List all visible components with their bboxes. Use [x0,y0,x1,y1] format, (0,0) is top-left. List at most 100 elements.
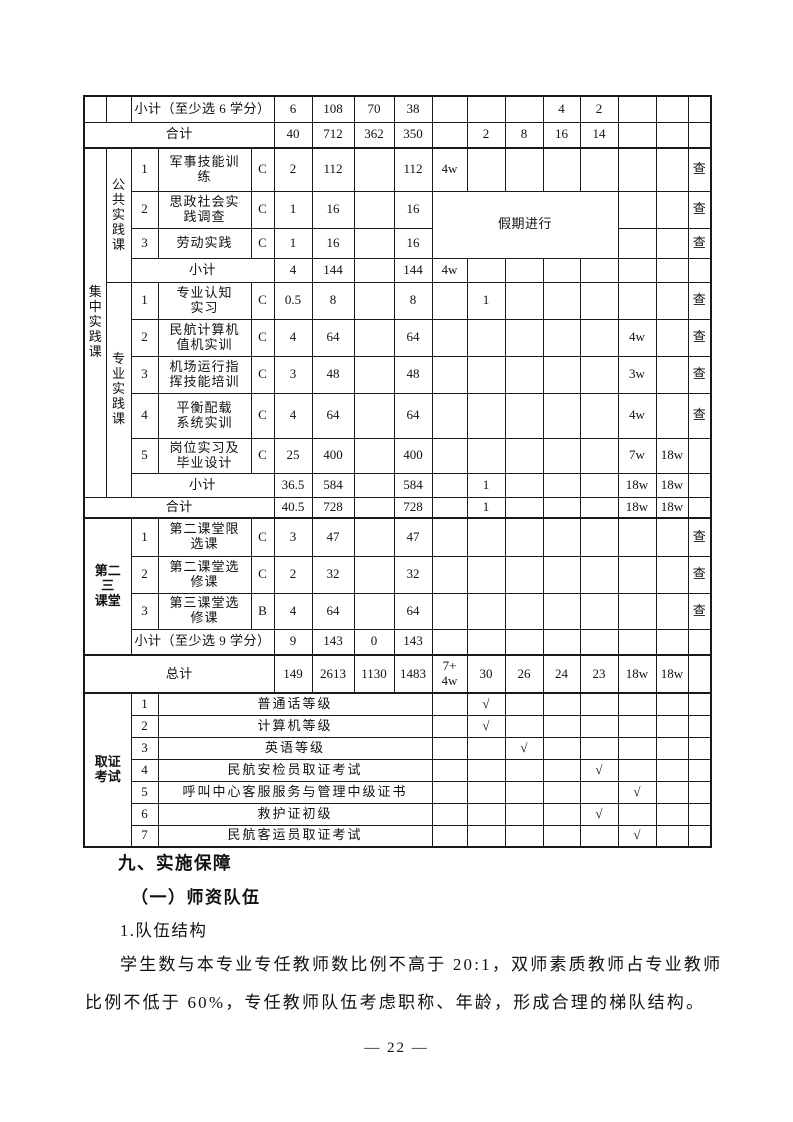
sem1-cell: 2 [466,121,506,149]
assess-type-cell: B [250,592,275,630]
view-link[interactable]: 查 [687,318,712,357]
table-cell [542,628,581,656]
hours-practice-cell: 48 [393,355,433,394]
view-link[interactable]: 查 [687,227,712,259]
view-link[interactable]: 查 [687,355,712,394]
cert-name: 民航客运员取证考试 [157,824,433,848]
table-cell [504,758,544,782]
check-mark: √ [579,758,619,782]
hours-practice-cell: 38 [393,95,433,123]
view-link[interactable]: 查 [687,281,712,320]
table-cell [579,392,619,439]
table-cell [579,736,619,760]
table-cell [504,628,544,656]
cert-name: 救护证初级 [157,802,433,826]
table-row: 2 第二课堂选 修课 C 2 32 32 查 [84,555,712,594]
grand-total-label: 总计 [83,654,275,694]
check-mark: √ [466,692,506,716]
sem2-cell: 26 [504,654,544,694]
view-link[interactable]: 查 [687,555,712,594]
assess-type-cell: C [250,437,275,474]
table-row: 3 机场运行指 挥技能培训 C 3 48 48 3w 查 [84,355,712,394]
sem1-cell: 30 [466,654,506,694]
table-cell [617,555,657,594]
hours-total-cell: 400 [311,437,355,474]
row-index: 4 [130,392,159,439]
sem4-cell: 14 [579,121,619,149]
table-cell [431,437,468,474]
table-cell [466,95,506,123]
table-cell [466,437,506,474]
hours-practice-cell: 47 [393,517,433,557]
table-cell [579,496,619,519]
view-link[interactable]: 查 [687,190,712,229]
weeks-cell: 7w [617,437,657,474]
weeks-cell: 3w [617,355,657,394]
hours-total-cell: 16 [311,190,355,229]
table-cell [579,517,619,557]
table-cell [466,517,506,557]
table-cell [687,121,712,149]
table-cell [542,758,581,782]
table-row: 合计 40.5 728 728 1 18w 18w [83,496,712,519]
hours-practice-cell: 64 [393,592,433,630]
group-label-professional-practice: 专 业 实 践 课 [105,281,132,498]
table-cell [655,95,689,123]
holiday-note-cell: 假期进行 [431,190,619,259]
course-name: 平衡配载 系统实训 [157,392,252,439]
course-name: 劳动实践 [157,227,252,259]
assess-type-cell: C [250,355,275,394]
course-name: 第三课堂选 修课 [157,592,252,630]
hours-practice-cell: 8 [393,281,433,320]
hours-total-cell: 32 [311,555,355,594]
table-cell [353,437,395,474]
table-cell [83,95,107,123]
table-cell [542,780,581,804]
view-link[interactable]: 查 [687,517,712,557]
table-cell [504,392,544,439]
table-cell [542,281,581,320]
credits-cell: 4 [273,392,313,439]
table-cell [353,227,395,259]
paragraph-line-2: 比例不低于 60%，专任教师队伍考虑职称、年龄，形成合理的梯队结构。 [85,993,706,1012]
table-cell [579,780,619,804]
table-cell [504,592,544,630]
table-cell [466,555,506,594]
table-cell [687,758,712,782]
table-cell [353,592,395,630]
row-index: 3 [130,227,159,259]
sem4-cell: 2 [579,95,619,123]
table-cell [504,780,544,804]
table-cell [504,437,544,474]
view-link[interactable]: 查 [687,392,712,439]
paragraph-line-1: 学生数与本专业专任教师数比例不高于 20:1，双师素质教师占专业教师 [120,955,723,974]
weeks-cell: 18w [655,472,689,498]
table-cell [542,147,581,192]
weeks-cell: 18w [655,654,689,694]
sem2-cell: 8 [504,121,544,149]
view-link[interactable]: 查 [687,592,712,630]
credits-cell: 40 [273,121,313,149]
check-mark: √ [617,780,657,804]
table-cell [579,147,619,192]
table-cell [353,318,395,357]
table-cell [504,257,544,283]
table-cell [353,555,395,594]
assess-type-cell: C [250,147,275,192]
table-cell [542,318,581,357]
view-link[interactable]: 查 [687,147,712,192]
table-row: 7 民航客运员取证考试 √ [84,824,712,848]
table-cell [466,824,506,848]
subtotal-label: 小计 [130,257,275,283]
table-cell [353,355,395,394]
table-cell [655,714,689,738]
credits-cell: 4 [273,257,313,283]
table-cell [542,517,581,557]
cert-name: 英语等级 [157,736,433,760]
subsubsection-heading-team-structure: 1.队伍结构 [120,921,208,940]
table-cell [687,824,712,848]
table-cell [655,147,689,192]
table-cell [655,802,689,826]
table-row: 合计 40 712 362 350 2 8 16 14 [83,121,712,149]
subsection-heading-teaching-staff: （一）师资队伍 [131,888,261,907]
